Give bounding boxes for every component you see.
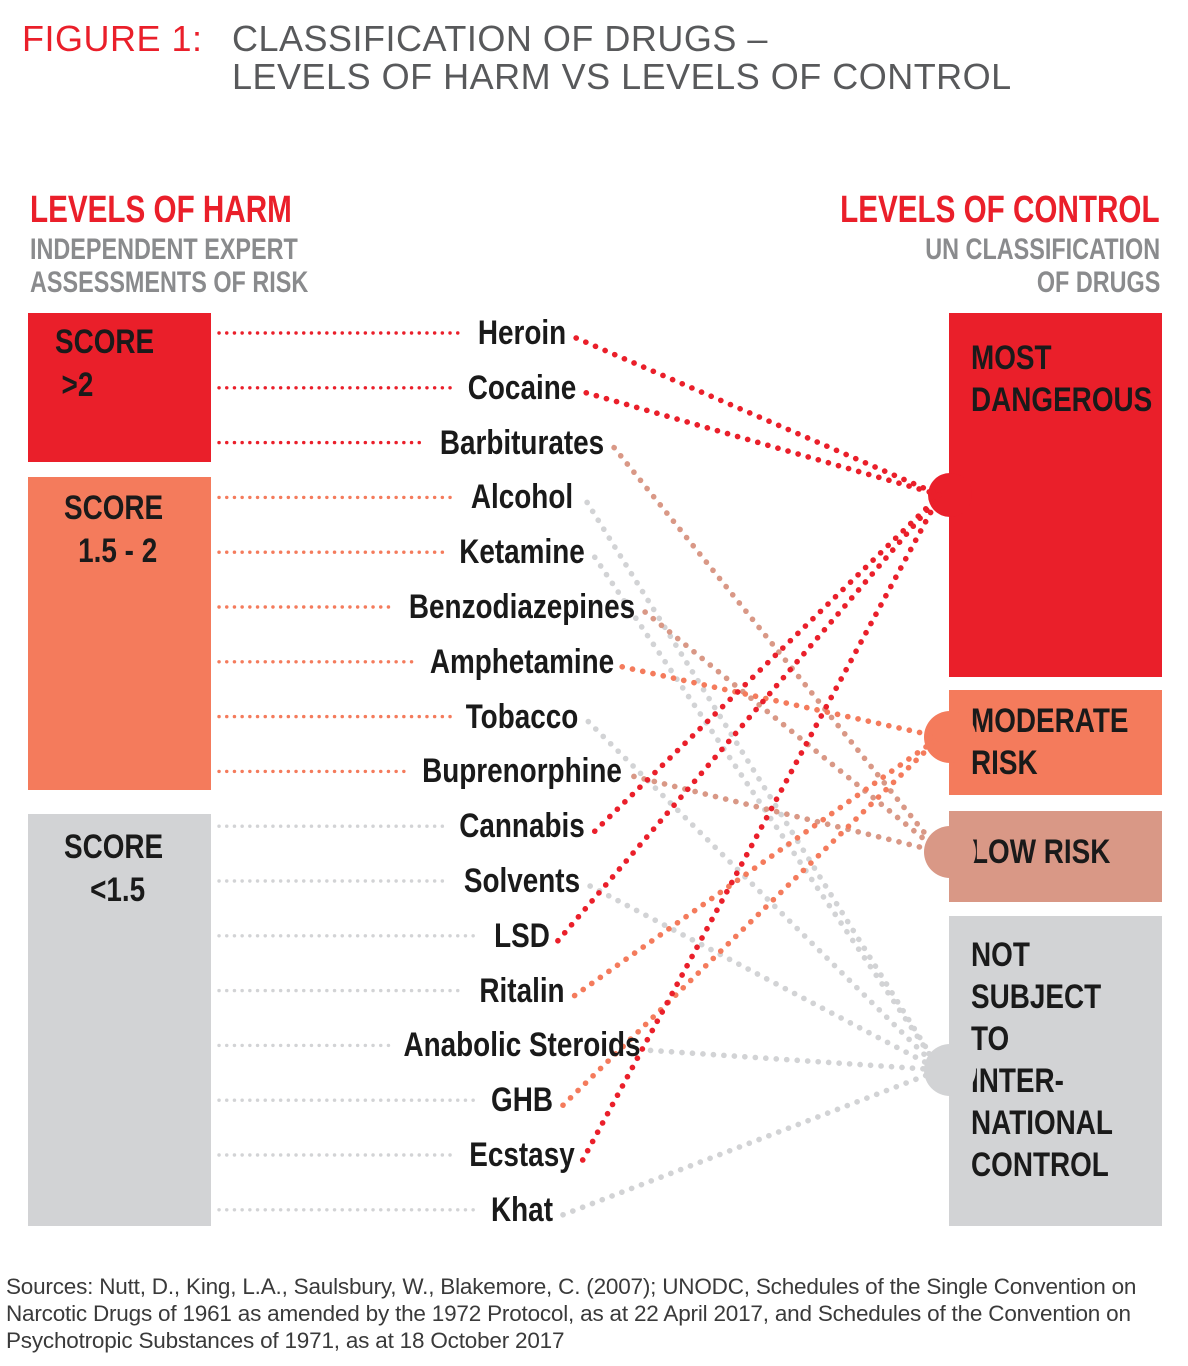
drug-label: Barbiturates [439, 423, 605, 462]
control-low-line-1: LOW RISK [971, 833, 1111, 871]
control-link-9 [591, 492, 943, 835]
control-subheading-line-1: UN CLASSIFICATION [925, 233, 1160, 266]
sources-footnote: Sources: Nutt, D., King, L.A., Saulsbury… [6, 1274, 1137, 1353]
control-link-3 [584, 499, 943, 1073]
score-low-label: SCORE [64, 828, 164, 866]
control-none-line-5: NATIONAL [971, 1104, 1113, 1142]
drug-label: Khat [491, 1190, 553, 1229]
drug-label: Ecstasy [469, 1136, 575, 1174]
control-link-10 [587, 883, 943, 1073]
drug-label: Cannabis [459, 807, 585, 846]
drug-label: Heroin [477, 314, 567, 352]
control-link-8 [631, 773, 943, 855]
drug-label: GHB [491, 1081, 553, 1120]
score-mid-value: 1.5 - 2 [78, 532, 158, 570]
control-not-subject-box: NOT SUBJECT TO INTER- NATIONAL CONTROL [949, 916, 1162, 1226]
drug-label: Buprenorphine [422, 752, 622, 791]
control-link-12 [571, 734, 943, 999]
drug-label: LSD [494, 916, 550, 955]
control-subheading-line-2: OF DRUGS [1036, 266, 1160, 299]
control-link-0 [573, 335, 943, 498]
anchor-moderate [924, 711, 976, 763]
harm-score-low-box: SCORE <1.5 [28, 814, 211, 1226]
control-most-line-1: MOST [971, 339, 1052, 377]
control-link-16 [560, 1067, 943, 1218]
control-low-risk-box: LOW RISK [949, 811, 1162, 902]
figure-label: FIGURE 1: [22, 18, 203, 59]
drug-label: Benzodiazepines [408, 588, 636, 626]
anchor-most [928, 473, 972, 517]
control-link-7 [585, 718, 943, 1073]
control-none-line-4: INTER- [971, 1062, 1064, 1100]
figure-title-line-1: CLASSIFICATION OF DRUGS – [232, 18, 768, 59]
control-none-line-1: NOT [971, 936, 1030, 974]
control-none-line-6: CONTROL [971, 1146, 1109, 1184]
control-link-4 [591, 554, 943, 1073]
harm-subheading-line-1: INDEPENDENT EXPERT [30, 233, 298, 266]
drug-label: Solvents [463, 862, 581, 900]
drug-label: Ritalin [479, 971, 565, 1010]
anchor-none [924, 1044, 976, 1096]
control-moderate-line-2: RISK [971, 744, 1038, 782]
harm-subheading-line-2: ASSESSMENTS OF RISK [30, 266, 309, 299]
harm-score-high-box: SCORE >2 [28, 313, 211, 462]
drug-label: Ketamine [459, 533, 585, 572]
control-link-1 [583, 389, 943, 498]
harm-heading: LEVELS OF HARM [30, 189, 292, 231]
control-link-13 [647, 1047, 943, 1073]
control-link-15 [579, 492, 943, 1163]
score-low-value: <1.5 [90, 871, 146, 909]
figure-title-line-2: LEVELS OF HARM VS LEVELS OF CONTROL [232, 56, 1012, 97]
control-moderate-line-1: MODERATE [971, 702, 1129, 740]
control-link-11 [555, 492, 943, 944]
harm-score-mid-box: SCORE 1.5 - 2 [28, 477, 211, 790]
control-none-line-2: SUBJECT [971, 978, 1102, 1016]
score-mid-label: SCORE [64, 489, 164, 527]
control-link-14 [560, 734, 943, 1108]
control-link-5 [642, 609, 943, 855]
control-none-line-3: TO [971, 1020, 1010, 1058]
score-high-value: >2 [61, 366, 94, 404]
drug-label: Tobacco [465, 697, 579, 736]
drug-label: Amphetamine [429, 642, 615, 681]
control-heading: LEVELS OF CONTROL [840, 189, 1160, 231]
control-most-line-2: DANGEROUS [971, 381, 1153, 419]
control-link-2 [611, 444, 943, 855]
drug-label: Cocaine [467, 368, 577, 407]
drug-label: Alcohol [470, 478, 574, 517]
control-moderate-risk-box: MODERATE RISK [949, 690, 1162, 795]
control-link-6 [619, 663, 943, 740]
score-high-label: SCORE [55, 323, 155, 361]
control-most-dangerous-box: MOST DANGEROUS [949, 313, 1162, 677]
drug-label: Anabolic Steroids [403, 1026, 641, 1065]
anchor-low [924, 826, 976, 878]
